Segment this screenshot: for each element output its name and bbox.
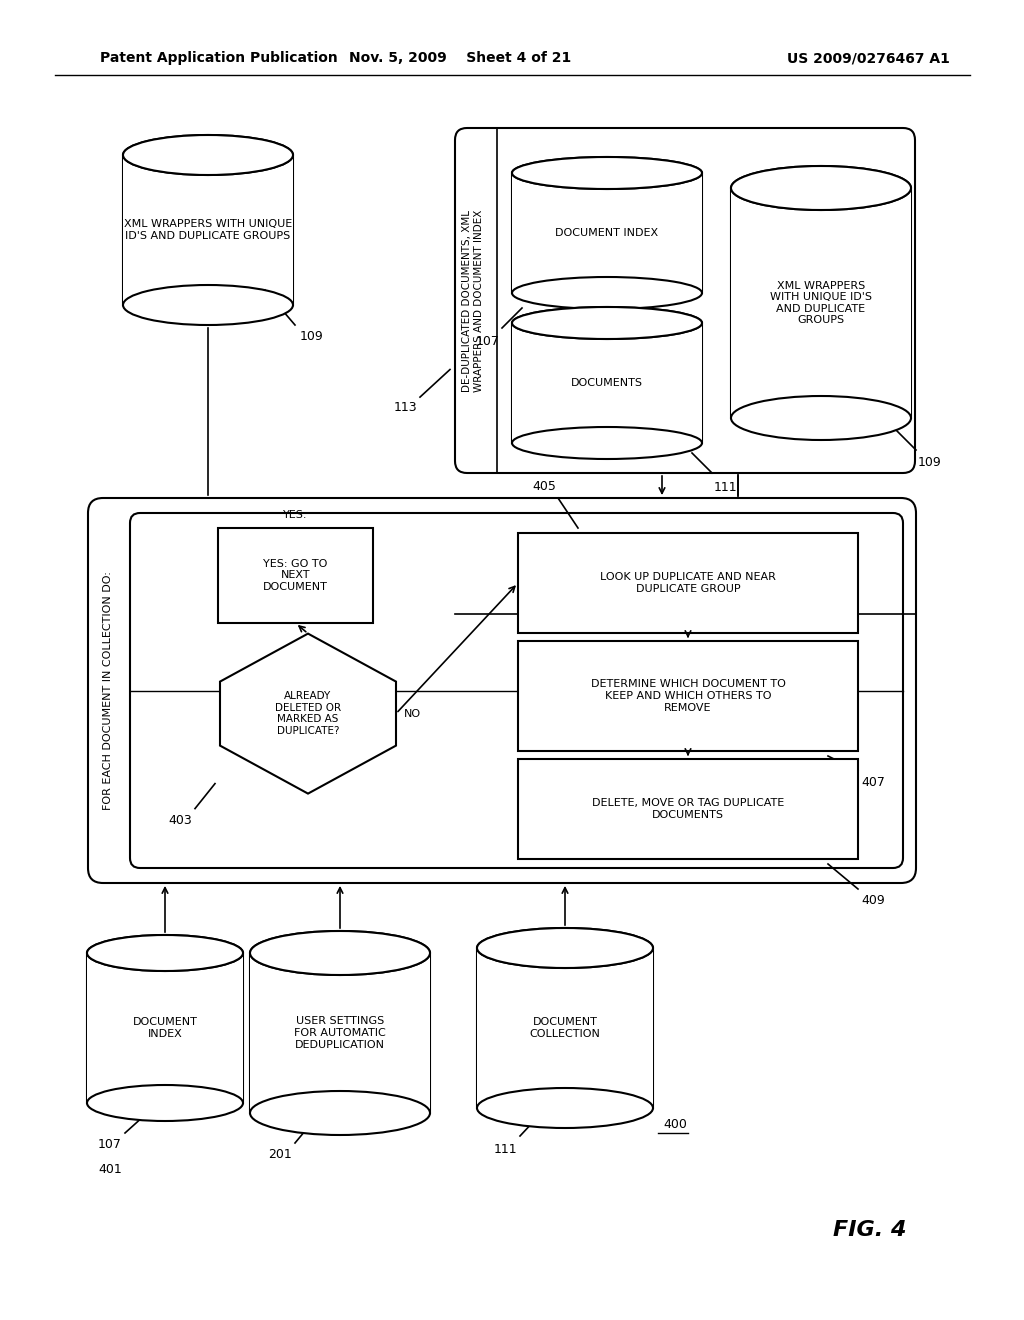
Ellipse shape <box>512 308 702 339</box>
Text: 111: 111 <box>494 1143 517 1156</box>
Text: DETERMINE WHICH DOCUMENT TO
KEEP AND WHICH OTHERS TO
REMOVE: DETERMINE WHICH DOCUMENT TO KEEP AND WHI… <box>591 680 785 713</box>
Polygon shape <box>87 953 243 1104</box>
Bar <box>518 533 858 634</box>
Text: LOOK UP DUPLICATE AND NEAR
DUPLICATE GROUP: LOOK UP DUPLICATE AND NEAR DUPLICATE GRO… <box>600 572 776 594</box>
Ellipse shape <box>87 935 243 972</box>
FancyBboxPatch shape <box>130 513 903 869</box>
Ellipse shape <box>731 166 911 210</box>
Text: FIG. 4: FIG. 4 <box>834 1220 906 1239</box>
Ellipse shape <box>512 277 702 309</box>
Polygon shape <box>220 634 396 793</box>
Text: 409: 409 <box>861 894 885 907</box>
Text: 109: 109 <box>300 330 324 343</box>
Bar <box>218 528 373 623</box>
Text: XML WRAPPERS WITH UNIQUE
ID'S AND DUPLICATE GROUPS: XML WRAPPERS WITH UNIQUE ID'S AND DUPLIC… <box>124 219 292 240</box>
Ellipse shape <box>250 931 430 975</box>
Polygon shape <box>123 154 293 305</box>
Ellipse shape <box>731 396 911 440</box>
Text: 201: 201 <box>268 1148 292 1162</box>
Polygon shape <box>250 953 430 1113</box>
Text: DOCUMENTS: DOCUMENTS <box>571 378 643 388</box>
Ellipse shape <box>512 426 702 459</box>
Polygon shape <box>512 323 702 444</box>
Text: 407: 407 <box>861 776 885 789</box>
Bar <box>518 759 858 859</box>
Text: DELETE, MOVE OR TAG DUPLICATE
DOCUMENTS: DELETE, MOVE OR TAG DUPLICATE DOCUMENTS <box>592 799 784 820</box>
Text: FOR EACH DOCUMENT IN COLLECTION DO:: FOR EACH DOCUMENT IN COLLECTION DO: <box>103 572 113 810</box>
Ellipse shape <box>250 1092 430 1135</box>
Text: ALREADY
DELETED OR
MARKED AS
DUPLICATE?: ALREADY DELETED OR MARKED AS DUPLICATE? <box>274 692 341 737</box>
Text: XML WRAPPERS
WITH UNIQUE ID'S
AND DUPLICATE
GROUPS: XML WRAPPERS WITH UNIQUE ID'S AND DUPLIC… <box>770 281 872 326</box>
Ellipse shape <box>123 135 293 176</box>
Text: DE-DUPLICATED DOCUMENTS, XML
WRAPPERS AND DOCUMENT INDEX: DE-DUPLICATED DOCUMENTS, XML WRAPPERS AN… <box>462 210 483 392</box>
Text: 107: 107 <box>476 335 500 348</box>
Polygon shape <box>477 948 653 1107</box>
Ellipse shape <box>512 157 702 189</box>
Text: Nov. 5, 2009    Sheet 4 of 21: Nov. 5, 2009 Sheet 4 of 21 <box>349 51 571 65</box>
Ellipse shape <box>477 928 653 968</box>
Bar <box>518 642 858 751</box>
Text: Patent Application Publication: Patent Application Publication <box>100 51 338 65</box>
Text: 109: 109 <box>918 455 942 469</box>
Text: 111: 111 <box>714 480 737 494</box>
Ellipse shape <box>87 935 243 972</box>
Polygon shape <box>512 173 702 293</box>
Text: DOCUMENT INDEX: DOCUMENT INDEX <box>555 228 658 238</box>
Text: YES:: YES: <box>284 510 308 520</box>
Text: DOCUMENT
INDEX: DOCUMENT INDEX <box>132 1018 198 1039</box>
Ellipse shape <box>123 285 293 325</box>
Ellipse shape <box>87 1085 243 1121</box>
Text: DOCUMENT
COLLECTION: DOCUMENT COLLECTION <box>529 1018 600 1039</box>
Text: 107: 107 <box>98 1138 122 1151</box>
Text: YES: GO TO
NEXT
DOCUMENT: YES: GO TO NEXT DOCUMENT <box>263 558 328 593</box>
Ellipse shape <box>731 166 911 210</box>
Text: NO: NO <box>404 709 421 718</box>
Ellipse shape <box>512 157 702 189</box>
FancyBboxPatch shape <box>88 498 916 883</box>
Text: USER SETTINGS
FOR AUTOMATIC
DEDUPLICATION: USER SETTINGS FOR AUTOMATIC DEDUPLICATIO… <box>294 1016 386 1049</box>
Ellipse shape <box>477 928 653 968</box>
Text: 400: 400 <box>663 1118 687 1131</box>
Text: 113: 113 <box>393 400 417 413</box>
Polygon shape <box>731 187 911 418</box>
Text: 403: 403 <box>168 813 193 826</box>
Text: 401: 401 <box>98 1163 122 1176</box>
FancyBboxPatch shape <box>455 128 915 473</box>
Ellipse shape <box>123 135 293 176</box>
Text: US 2009/0276467 A1: US 2009/0276467 A1 <box>787 51 950 65</box>
Ellipse shape <box>477 1088 653 1129</box>
Text: 405: 405 <box>532 480 556 492</box>
Ellipse shape <box>512 308 702 339</box>
Ellipse shape <box>250 931 430 975</box>
